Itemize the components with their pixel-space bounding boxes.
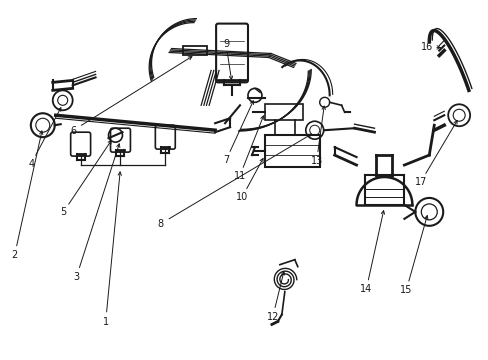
Bar [264,135,319,167]
Text: 5: 5 [60,207,66,217]
Text: 15: 15 [399,285,411,296]
Text: 3: 3 [73,272,80,282]
Text: 1: 1 [102,317,108,327]
Text: 10: 10 [235,192,248,202]
Text: 14: 14 [360,284,372,294]
Text: 7: 7 [223,155,229,165]
Text: 17: 17 [414,177,426,187]
Text: 13: 13 [310,156,322,166]
Text: 9: 9 [223,39,228,49]
Bar [183,45,207,55]
Bar [264,104,302,120]
Text: 4: 4 [28,159,34,169]
Text: 11: 11 [233,171,245,181]
Text: 16: 16 [420,42,432,52]
Text: 6: 6 [70,126,76,135]
Text: 12: 12 [266,312,278,322]
Text: 2: 2 [11,250,18,260]
Text: 8: 8 [157,219,163,229]
